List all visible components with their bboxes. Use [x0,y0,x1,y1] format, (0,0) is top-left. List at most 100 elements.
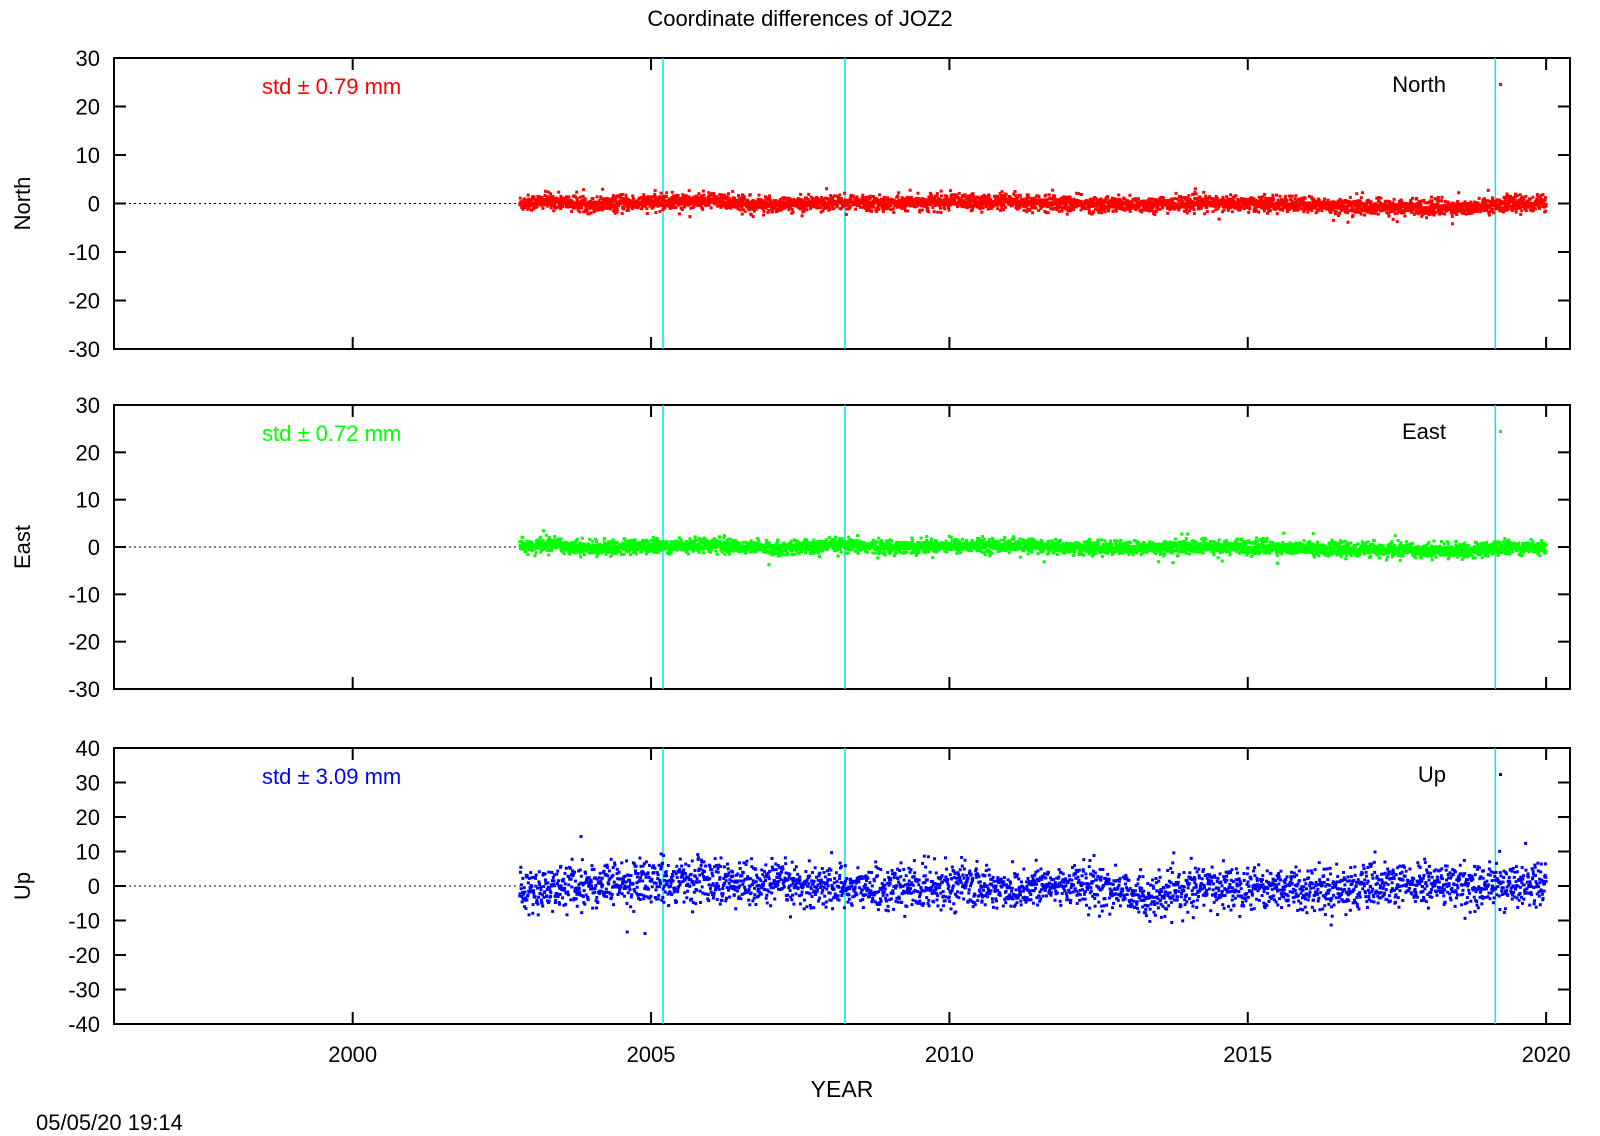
data-point [854,208,857,211]
data-point [1211,210,1214,213]
data-point [622,553,625,556]
data-point [1515,211,1518,214]
data-point [621,193,624,196]
data-point [916,192,919,195]
y-tick-label: 20 [76,95,100,120]
data-point [897,191,900,194]
data-point [1338,212,1341,215]
data-point [792,211,795,214]
data-point [845,213,848,216]
data-point [687,195,690,198]
data-point [557,191,560,194]
data-point [1225,195,1228,198]
series-points [518,529,1547,566]
data-point [579,196,582,199]
data-point [1027,193,1030,196]
data-point [892,207,895,210]
data-point [1005,193,1008,196]
data-point [1155,210,1158,213]
data-point [1488,214,1491,217]
data-point [1359,199,1362,202]
data-point [1519,206,1522,209]
data-point [1193,212,1196,215]
data-point [581,537,584,540]
data-point [663,207,666,210]
data-point [1193,208,1196,211]
data-point [791,208,794,211]
data-point [870,209,873,212]
data-point [1430,196,1433,199]
data-point [1379,197,1382,200]
data-point [883,196,886,199]
data-point [657,199,660,202]
data-point [702,190,705,193]
data-point [1229,193,1232,196]
data-point [521,536,524,539]
data-point [989,198,992,201]
data-point [1387,215,1390,218]
data-point [878,193,881,196]
data-point [650,195,653,198]
data-point [670,552,673,555]
data-point [935,203,938,206]
data-point [1104,210,1107,213]
data-point [660,549,663,552]
data-point [1066,213,1069,216]
data-point [988,195,991,198]
data-point [971,192,974,195]
data-point [799,193,802,196]
data-point [1355,192,1358,195]
data-point [856,195,859,198]
data-point [596,195,599,198]
data-point [1272,198,1275,201]
data-point [1106,195,1109,198]
data-point [943,207,946,210]
data-point [657,551,660,554]
data-point [634,538,637,541]
data-point [807,193,810,196]
data-point [1175,192,1178,195]
data-point [1234,194,1237,197]
data-point [1393,198,1396,201]
data-point [568,553,571,556]
data-point [1269,209,1272,212]
data-point [1457,191,1460,194]
data-point [575,191,578,194]
data-point [1257,211,1260,214]
data-point [1044,194,1047,197]
data-point [688,189,691,192]
data-point [877,208,880,211]
data-point [532,195,535,198]
data-point [739,208,742,211]
data-point [1053,195,1056,198]
data-point [1202,191,1205,194]
data-point [1117,193,1120,196]
data-point [1206,210,1209,213]
data-point [1161,206,1164,209]
data-point [1247,211,1250,214]
data-point [731,190,734,193]
data-point [1443,212,1446,215]
data-point [869,196,872,199]
data-point [1349,196,1352,199]
data-point [530,541,533,544]
y-tick-label: 10 [76,488,100,513]
data-point [749,193,752,196]
data-point [1431,199,1434,202]
data-point [524,550,527,553]
data-point [688,537,691,540]
data-point [1291,195,1294,198]
data-point [947,209,950,212]
data-point [1403,215,1406,218]
data-point [1504,199,1507,202]
data-point [865,209,868,212]
data-point [1216,197,1219,200]
data-point [547,554,550,557]
data-point [552,209,555,212]
data-point [767,209,770,212]
data-point [646,212,649,215]
data-point [1284,195,1287,198]
data-point [1544,210,1547,213]
data-point [1035,207,1038,210]
